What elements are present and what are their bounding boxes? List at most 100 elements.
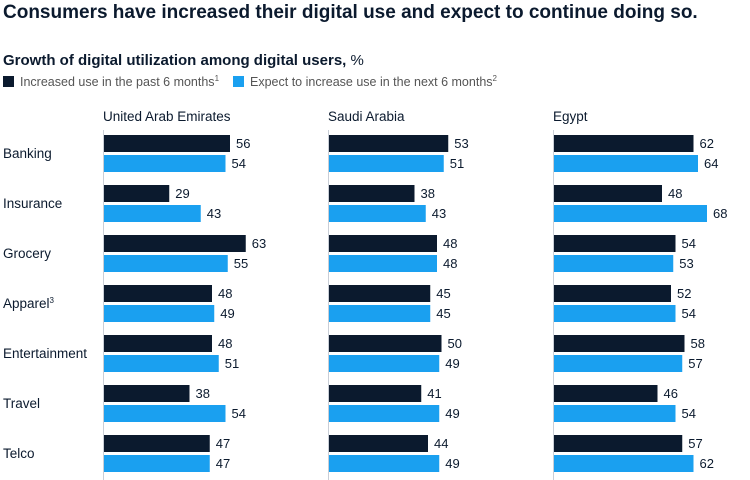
data-label-united-arab-emirates-telco-past: 47 [216,436,230,451]
chart-subtitle: Growth of digital utilization among digi… [3,52,364,69]
bar-saudi-arabia-grocery-past [329,235,437,252]
category-label-apparel: Apparel3 [3,296,55,311]
data-label-united-arab-emirates-apparel-past: 48 [218,286,232,301]
data-label-united-arab-emirates-entertainment-next: 51 [225,356,239,371]
bar-saudi-arabia-entertainment-past [329,335,442,352]
panel-title-egypt: Egypt [553,109,588,124]
data-label-saudi-arabia-telco-next: 49 [445,456,459,471]
bar-egypt-entertainment-next [554,355,683,372]
bar-egypt-banking-past [554,135,694,152]
bar-egypt-apparel-past [554,285,671,302]
bar-united-arab-emirates-travel-next [104,405,226,422]
bar-saudi-arabia-apparel-past [329,285,431,302]
data-label-egypt-telco-past: 57 [688,436,702,451]
bar-united-arab-emirates-banking-past [104,135,230,152]
data-label-egypt-grocery-next: 53 [679,256,693,271]
data-label-egypt-grocery-past: 54 [682,236,696,251]
bar-united-arab-emirates-grocery-past [104,235,246,252]
data-label-united-arab-emirates-banking-past: 56 [236,136,250,151]
subtitle-text: Growth of digital utilization among digi… [3,52,347,69]
bar-united-arab-emirates-travel-past [104,385,190,402]
data-label-united-arab-emirates-travel-next: 54 [232,406,246,421]
category-label-insurance: Insurance [3,196,62,211]
data-label-united-arab-emirates-apparel-next: 49 [220,306,234,321]
data-label-saudi-arabia-apparel-past: 45 [436,286,450,301]
bar-united-arab-emirates-banking-next [104,155,226,172]
category-label-travel: Travel [3,396,40,411]
legend-item-past: Increased use in the past 6 months1 [3,74,219,89]
data-label-egypt-entertainment-next: 57 [688,356,702,371]
bar-saudi-arabia-insurance-next [329,205,426,222]
data-label-egypt-banking-past: 62 [700,136,714,151]
chart-title: Consumers have increased their digital u… [3,2,698,23]
bar-united-arab-emirates-grocery-next [104,255,228,272]
bar-egypt-telco-next [554,455,694,472]
bar-united-arab-emirates-apparel-next [104,305,215,322]
bar-saudi-arabia-telco-next [329,455,440,472]
data-label-saudi-arabia-travel-next: 49 [445,406,459,421]
panel-title-united-arab-emirates: United Arab Emirates [103,109,231,124]
data-label-united-arab-emirates-grocery-next: 55 [234,256,248,271]
data-label-saudi-arabia-travel-past: 41 [427,386,441,401]
data-label-saudi-arabia-grocery-next: 48 [443,256,457,271]
data-label-united-arab-emirates-banking-next: 54 [232,156,246,171]
legend: Increased use in the past 6 months1 Expe… [3,74,511,89]
bar-egypt-travel-past [554,385,658,402]
data-label-saudi-arabia-banking-past: 53 [454,136,468,151]
data-label-united-arab-emirates-grocery-past: 63 [252,236,266,251]
bar-united-arab-emirates-apparel-past [104,285,212,302]
bar-united-arab-emirates-entertainment-past [104,335,212,352]
data-label-saudi-arabia-insurance-next: 43 [432,206,446,221]
bar-saudi-arabia-telco-past [329,435,428,452]
data-label-egypt-insurance-past: 48 [668,186,682,201]
data-label-united-arab-emirates-entertainment-past: 48 [218,336,232,351]
bar-saudi-arabia-travel-past [329,385,422,402]
subtitle-unit: % [350,52,364,69]
bar-egypt-entertainment-past [554,335,685,352]
bar-egypt-grocery-past [554,235,676,252]
bar-saudi-arabia-apparel-next [329,305,431,322]
data-label-egypt-apparel-past: 52 [677,286,691,301]
category-label-entertainment: Entertainment [3,346,87,361]
bar-united-arab-emirates-insurance-next [104,205,201,222]
legend-swatch-past [3,76,14,88]
legend-item-next: Expect to increase use in the next 6 mon… [233,74,497,89]
data-label-egypt-banking-next: 64 [704,156,718,171]
data-label-united-arab-emirates-insurance-past: 29 [175,186,189,201]
bar-egypt-apparel-next [554,305,676,322]
bar-saudi-arabia-travel-next [329,405,440,422]
data-label-united-arab-emirates-insurance-next: 43 [207,206,221,221]
data-label-saudi-arabia-entertainment-next: 49 [445,356,459,371]
panel-title-saudi-arabia: Saudi Arabia [328,109,405,124]
bar-united-arab-emirates-telco-next [104,455,210,472]
bar-egypt-grocery-next [554,255,674,272]
data-label-saudi-arabia-entertainment-past: 50 [448,336,462,351]
category-label-grocery: Grocery [3,246,51,261]
data-label-saudi-arabia-telco-past: 44 [434,436,448,451]
legend-label-past: Increased use in the past 6 months1 [20,74,220,90]
bar-united-arab-emirates-insurance-past [104,185,170,202]
bar-saudi-arabia-banking-past [329,135,449,152]
bar-united-arab-emirates-entertainment-next [104,355,219,372]
data-label-saudi-arabia-banking-next: 51 [450,156,464,171]
data-label-egypt-travel-next: 54 [682,406,696,421]
data-label-united-arab-emirates-telco-next: 47 [216,456,230,471]
data-label-egypt-telco-next: 62 [700,456,714,471]
data-label-united-arab-emirates-travel-past: 38 [196,386,210,401]
data-label-egypt-entertainment-past: 58 [691,336,705,351]
bar-egypt-insurance-next [554,205,707,222]
legend-label-next: Expect to increase use in the next 6 mon… [250,74,497,90]
data-label-egypt-insurance-next: 68 [713,206,727,221]
data-label-saudi-arabia-apparel-next: 45 [436,306,450,321]
bar-egypt-travel-next [554,405,676,422]
bar-egypt-telco-past [554,435,683,452]
category-label-banking: Banking [3,146,52,161]
bar-saudi-arabia-entertainment-next [329,355,440,372]
legend-swatch-next [233,76,245,88]
bar-united-arab-emirates-telco-past [104,435,210,452]
bar-egypt-banking-next [554,155,698,172]
bar-saudi-arabia-insurance-past [329,185,415,202]
bar-saudi-arabia-banking-next [329,155,444,172]
data-label-egypt-travel-past: 46 [664,386,678,401]
